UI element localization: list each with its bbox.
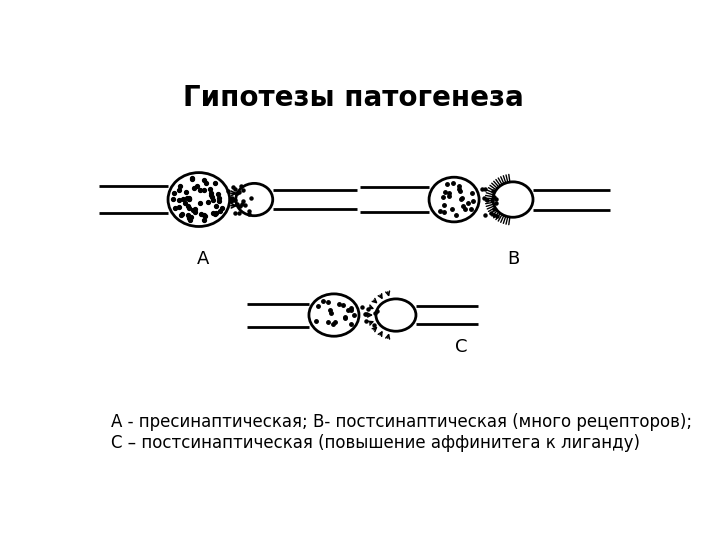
Ellipse shape [429,177,479,222]
Text: А: А [197,249,210,268]
Ellipse shape [309,294,359,336]
Ellipse shape [376,299,416,331]
Text: В: В [508,249,520,268]
Ellipse shape [493,182,533,217]
Ellipse shape [168,173,230,226]
Text: А - пресинаптическая; В- постсинаптическая (много рецепторов);
С – постсинаптиче: А - пресинаптическая; В- постсинаптическ… [111,413,692,451]
Ellipse shape [235,184,273,215]
Text: С: С [455,338,468,356]
Text: Гипотезы патогенеза: Гипотезы патогенеза [183,84,524,112]
